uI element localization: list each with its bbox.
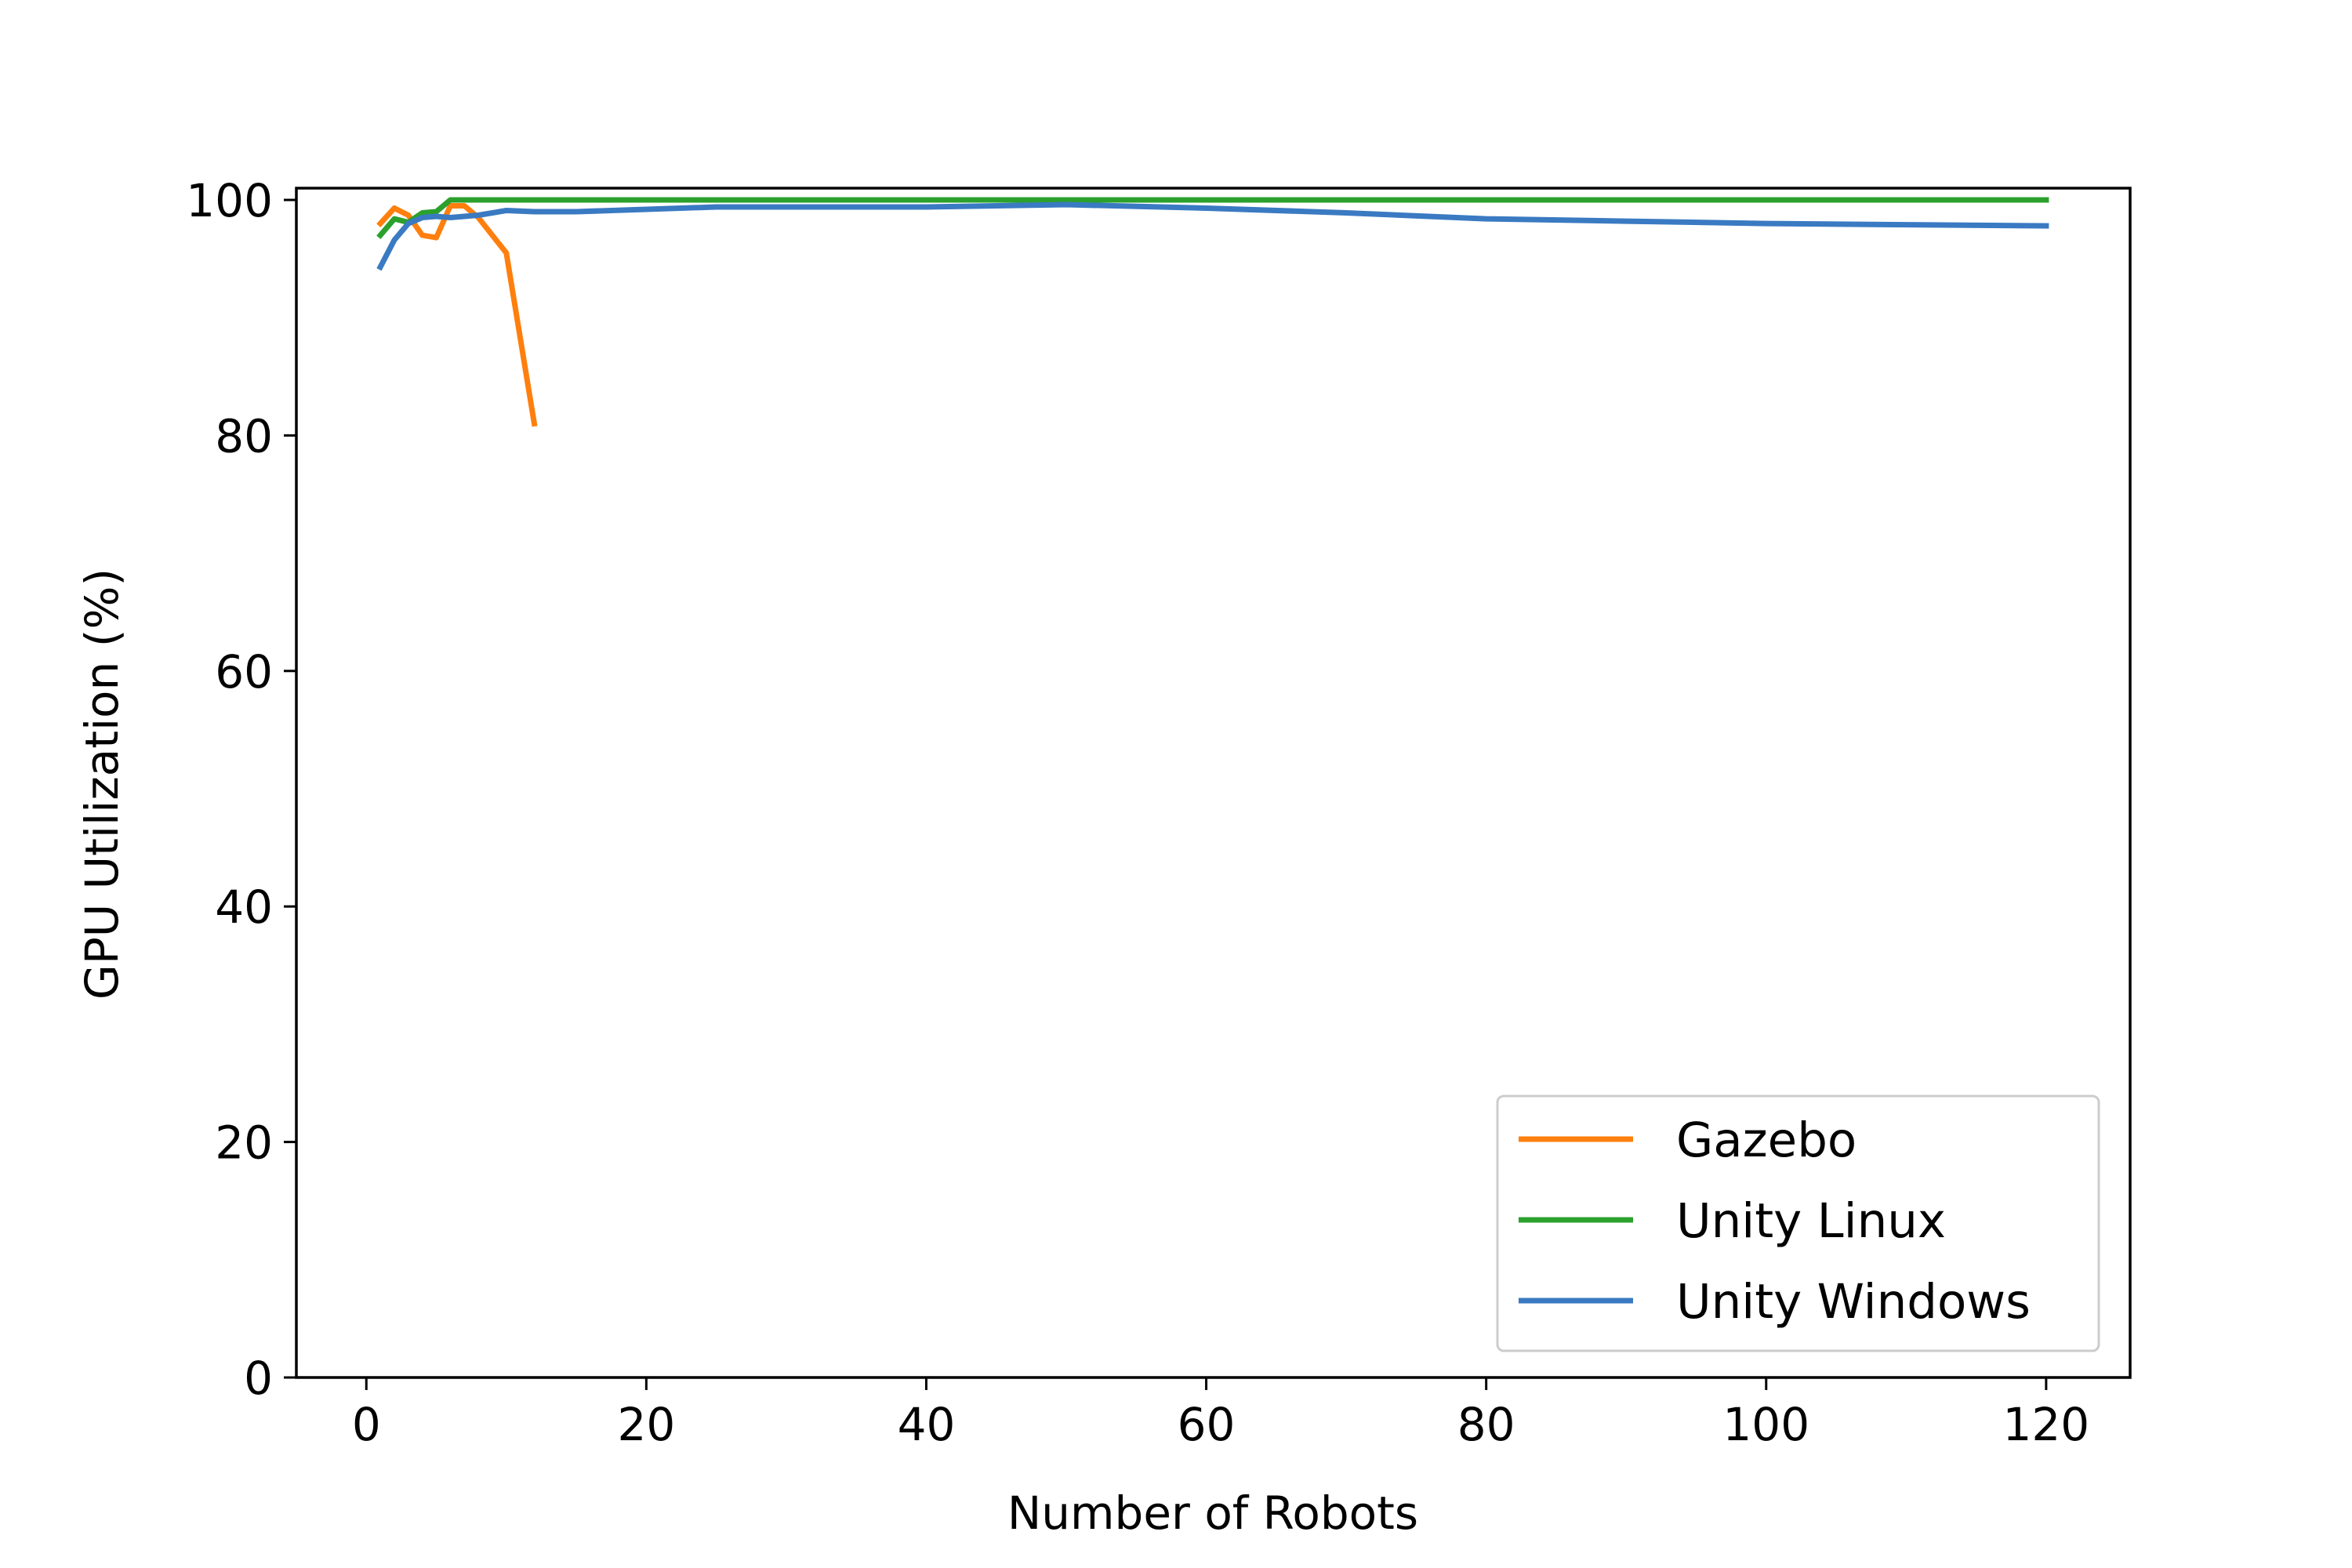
x-tick-label: 100 [1722,1398,1809,1451]
y-tick-label: 100 [186,174,273,227]
legend-label: Unity Windows [1676,1274,2031,1330]
y-tick-label: 40 [215,880,273,934]
x-tick-label: 120 [2003,1398,2090,1451]
x-tick-label: 80 [1457,1398,1515,1451]
x-tick-label: 40 [898,1398,956,1451]
x-tick-label: 0 [352,1398,381,1451]
x-tick-label: 60 [1178,1398,1236,1451]
y-tick-label: 20 [215,1116,273,1170]
legend-box [1496,1094,2100,1352]
legend-label: Unity Linux [1676,1193,1946,1249]
y-tick-label: 0 [244,1352,273,1405]
axes-frame [295,187,2132,1379]
legend-label: Gazebo [1676,1112,1857,1168]
series-line-gazebo [376,203,538,427]
legend: Gazebo Unity Linux Unity Windows [1496,1094,2100,1352]
y-axis-label: GPU Utilization (%) [75,568,129,1000]
series-line-unity-windows [376,201,2049,271]
axes: 0 20 40 60 80 100 120 0 20 40 60 80 100 [186,174,2132,1451]
x-tick-label: 20 [617,1398,675,1451]
y-tick-label: 80 [215,409,273,463]
x-axis-label: Number of Robots [1007,1486,1418,1540]
y-tick-label: 60 [215,645,273,699]
plot-area [376,197,2049,427]
